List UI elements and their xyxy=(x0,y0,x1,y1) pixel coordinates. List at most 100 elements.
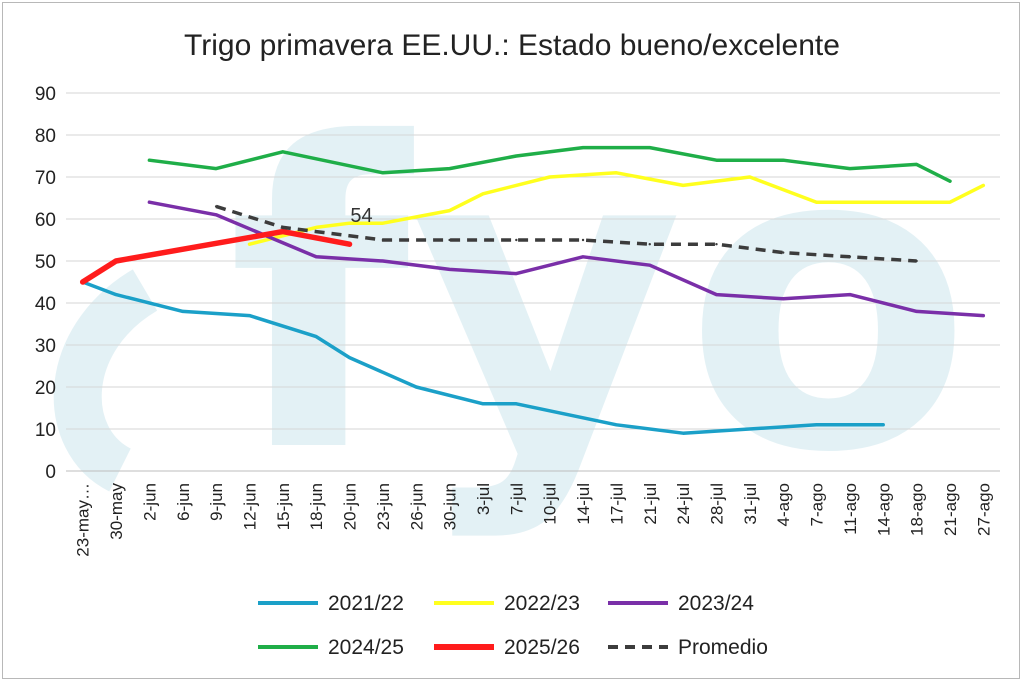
x-tick-label: 6-jun xyxy=(174,483,193,521)
x-tick-label: 14-jul xyxy=(574,483,593,525)
data-point-2023-24 xyxy=(915,310,918,313)
x-tick-label: 31-jul xyxy=(741,483,760,525)
x-tick-label: 15-jun xyxy=(274,483,293,530)
y-tick-label: 10 xyxy=(35,420,56,441)
data-point-2023-24 xyxy=(848,293,852,296)
x-tick-label: 14-ago xyxy=(874,483,893,536)
legend-label: 2022/23 xyxy=(504,592,580,615)
gridlines xyxy=(66,92,1000,472)
data-point-2023-24 xyxy=(715,293,718,296)
data-point-2022-23 xyxy=(948,201,952,204)
data-point-2025-26 xyxy=(114,259,118,263)
x-tick-label: 21-jul xyxy=(641,483,660,525)
x-tick-label: 26-jun xyxy=(407,483,426,530)
x-tick-label: 7-jul xyxy=(507,483,526,515)
x-tick-label: 20-jun xyxy=(341,483,360,530)
data-point-promedio xyxy=(314,230,318,233)
data-point-promedio xyxy=(781,251,785,254)
legend: 2021/22 2022/23 2023/24 2024/25 2025/26 Prome… xyxy=(258,592,768,659)
y-tick-label: 40 xyxy=(35,294,56,315)
data-point-2021-22 xyxy=(815,423,818,426)
data-point-2022-23 xyxy=(381,222,385,225)
data-point-promedio xyxy=(915,259,918,263)
watermark-bracket xyxy=(53,269,158,492)
data-point-2021-22 xyxy=(114,293,118,296)
data-label: 54 xyxy=(350,205,372,227)
data-point-2023-24 xyxy=(214,213,218,216)
x-tick-label: 17-jul xyxy=(607,483,626,525)
x-tick-label: 7-ago xyxy=(808,483,827,526)
data-point-2023-24 xyxy=(515,272,518,275)
data-point-2023-24 xyxy=(381,259,385,263)
legend-item-2025-26: 2025/26 xyxy=(434,636,580,659)
series-group xyxy=(79,145,986,435)
x-tick-label: 2-jun xyxy=(140,483,159,521)
legend-item-2023-24: 2023/24 xyxy=(608,592,754,615)
x-tick-label: 11-ago xyxy=(841,483,860,535)
data-point-2021-22 xyxy=(314,335,318,338)
data-point-2024-25 xyxy=(281,150,285,153)
data-point-2021-22 xyxy=(882,423,885,426)
watermark-text: fyo xyxy=(227,56,972,545)
data-point-2023-24 xyxy=(781,297,785,300)
legend-item-2021-22: 2021/22 xyxy=(258,592,404,615)
data-point-2025-26 xyxy=(81,280,84,284)
data-point-2021-22 xyxy=(248,314,251,317)
data-point-2024-25 xyxy=(648,146,651,149)
legend-item-2022-23: 2022/23 xyxy=(434,592,580,615)
data-point-2023-24 xyxy=(982,314,985,317)
data-point-2024-25 xyxy=(448,167,451,170)
y-tick-label: 70 xyxy=(35,168,56,189)
data-point-2022-23 xyxy=(681,184,685,187)
data-point-2023-24 xyxy=(148,201,151,204)
y-axis: 0 10 20 30 40 50 60 70 80 90 xyxy=(35,84,56,483)
x-tick-label: 18-jun xyxy=(307,483,326,530)
data-point-2024-25 xyxy=(581,146,585,149)
x-tick-label: 28-jul xyxy=(707,483,726,525)
data-point-2021-22 xyxy=(515,402,518,405)
data-point-2024-25 xyxy=(915,163,918,166)
data-point-2024-25 xyxy=(515,154,518,158)
x-tick-label: 30-may xyxy=(107,483,126,540)
series-2024-25 xyxy=(147,145,952,183)
x-tick-label: 18-ago xyxy=(908,483,927,536)
y-tick-label: 0 xyxy=(45,462,56,483)
series-2023-24 xyxy=(147,200,986,318)
series-promedio xyxy=(214,204,918,263)
data-point-2021-22 xyxy=(181,310,184,313)
data-point-2022-23 xyxy=(481,192,485,195)
data-point-promedio xyxy=(648,243,651,246)
x-tick-label: 23-jun xyxy=(374,483,393,530)
x-axis: 23-may… 30-may 2-jun 6-jun 9-jun 12-jun 15-jun… xyxy=(74,483,994,557)
data-point-2022-23 xyxy=(548,175,551,179)
data-point-promedio xyxy=(715,243,718,246)
series-line-2025-26 xyxy=(79,228,353,285)
data-point-2022-23 xyxy=(815,201,818,204)
data-point-2023-24 xyxy=(648,264,651,267)
data-point-2023-24 xyxy=(581,255,585,258)
data-point-2022-23 xyxy=(348,222,351,225)
y-tick-label: 30 xyxy=(35,336,56,357)
data-point-2024-25 xyxy=(848,167,852,170)
data-point-2022-23 xyxy=(314,226,318,229)
annotations: 54 xyxy=(350,205,372,227)
data-point-promedio xyxy=(848,255,852,258)
data-point-promedio xyxy=(515,238,518,242)
data-point-2021-22 xyxy=(615,423,618,426)
data-point-promedio xyxy=(448,238,451,242)
y-tick-label: 50 xyxy=(35,252,56,273)
data-point-2022-23 xyxy=(448,209,451,212)
data-point-2022-23 xyxy=(281,234,285,237)
data-point-2025-26 xyxy=(281,230,285,233)
series-2025-26 xyxy=(79,228,353,285)
x-tick-label: 12-jun xyxy=(240,483,259,530)
data-point-2024-25 xyxy=(948,180,952,183)
y-tick-label: 20 xyxy=(35,378,56,399)
data-point-promedio xyxy=(281,226,285,229)
data-point-promedio xyxy=(381,238,385,242)
legend-item-2024-25: 2024/25 xyxy=(258,636,404,659)
data-point-2021-22 xyxy=(415,385,418,389)
x-tick-label: 23-may… xyxy=(74,483,93,557)
data-point-2024-25 xyxy=(214,167,218,170)
series-2021-22 xyxy=(80,280,885,435)
